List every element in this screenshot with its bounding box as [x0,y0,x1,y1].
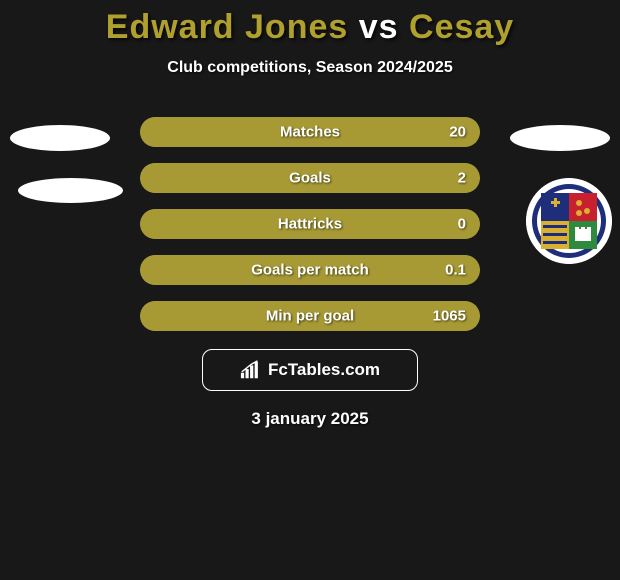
bar-label: Goals [289,170,331,187]
bar-label: Matches [280,124,340,141]
title-vs: vs [359,8,399,46]
player2-name: Cesay [409,8,514,46]
player2-photo-placeholder [510,125,610,151]
bar-value: 1065 [433,308,466,325]
bar-label: Min per goal [266,308,354,325]
brand-text: FcTables.com [268,360,380,380]
stat-bar: Goals 2 [140,163,480,193]
bar-value: 0.1 [445,262,466,279]
stat-bar: Goals per match 0.1 [140,255,480,285]
subtitle: Club competitions, Season 2024/2025 [0,59,620,77]
bar-label: Goals per match [251,262,369,279]
brand-box[interactable]: FcTables.com [202,349,418,391]
stat-bar: Hattricks 0 [140,209,480,239]
date-text: 3 january 2025 [0,409,620,429]
stats-bars: Matches 20 Goals 2 Hattricks 0 Goals per match… [140,117,480,331]
page-title: Edward Jones vs Cesay [0,8,620,47]
bar-chart-icon [240,360,262,380]
player1-photo-placeholder [10,125,110,151]
crest-icon [526,178,612,264]
player2-club-crest [526,178,612,264]
stat-bar: Min per goal 1065 [140,301,480,331]
stat-bar: Matches 20 [140,117,480,147]
comparison-widget: Edward Jones vs Cesay Club competitions,… [0,0,620,429]
bar-label: Hattricks [278,216,342,233]
bar-value: 2 [458,170,466,187]
bar-value: 0 [458,216,466,233]
bar-value: 20 [449,124,466,141]
player1-name: Edward Jones [106,8,349,46]
player1-club-placeholder [18,178,123,203]
